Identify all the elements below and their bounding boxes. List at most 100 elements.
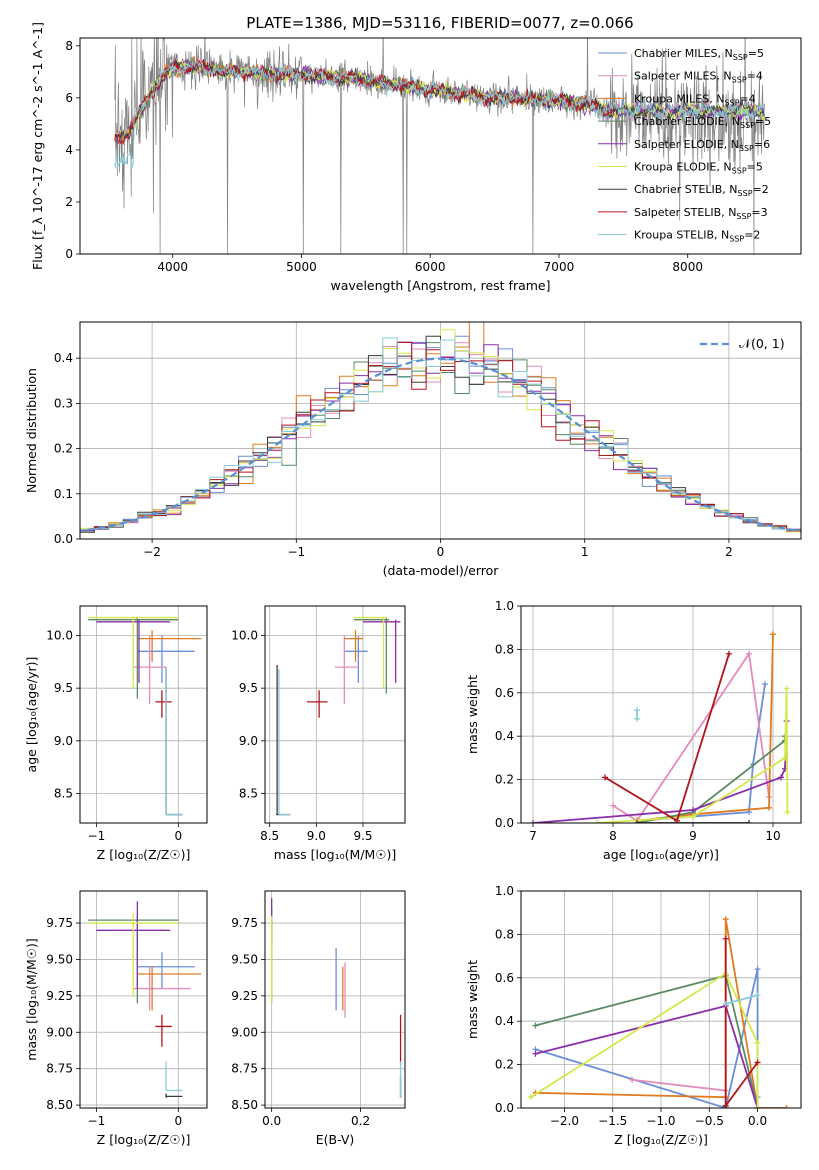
- axes-frame: [264, 605, 406, 824]
- massweight-point: [778, 774, 784, 781]
- tick-label-y: 8.75: [231, 1062, 258, 1076]
- massweight-point: [726, 650, 732, 657]
- tick-label-x: 5000: [286, 260, 317, 274]
- massweight-line-5: [530, 972, 759, 1108]
- massweight-point: [782, 754, 788, 761]
- tick-label-y: 0.6: [495, 686, 514, 700]
- massweight-point: [746, 650, 752, 657]
- legend-entry: Chabrier MILES, NSSP=5: [634, 47, 764, 62]
- massweight-line-8: [725, 994, 758, 1005]
- x-axis-label: (data-model)/error: [383, 563, 500, 578]
- tick-label-x: −1: [88, 829, 106, 843]
- x-axis-label: Z [log₁₀(Z/Z☉)]: [97, 847, 191, 862]
- legend-entry: Kroupa ELODIE, NSSP=5: [634, 161, 763, 176]
- massweight-line-5: [596, 688, 789, 823]
- tick-label-y: 0.4: [495, 729, 514, 743]
- tick-label-y: 1.0: [495, 599, 514, 613]
- axes-frame: [264, 890, 406, 1109]
- massweight-line-2: [636, 634, 774, 822]
- plot-area: [80, 322, 801, 534]
- tick-label-y: 0.4: [495, 1014, 514, 1028]
- plot-area: [276, 616, 401, 816]
- tick-label-x: 7000: [544, 260, 575, 274]
- tick-label-x: 2: [725, 545, 733, 559]
- tick-label-y: 2: [65, 195, 73, 209]
- tick-label-y: 10.0: [231, 628, 258, 642]
- massweight-point: [766, 804, 772, 811]
- tick-label-y: 0.8: [495, 927, 514, 941]
- massweight-point: [784, 809, 791, 816]
- tick-label-y: 9.00: [231, 1025, 258, 1039]
- massweight-point: [722, 935, 729, 942]
- tick-label-x: 9.0: [307, 829, 326, 843]
- tick-label-x: 8: [609, 829, 617, 843]
- x-axis-label: mass [log₁₀(M/M☉)]: [274, 847, 396, 862]
- y-axis-label: mass weight: [465, 675, 480, 754]
- massweight-point: [754, 1105, 761, 1108]
- y-axis-label: Flux [f_λ 10^-17 erg cm^-2 s^-1 A^-1]: [30, 22, 45, 270]
- legend-entry: Chabrier ELODIE, NSSP=5: [634, 115, 771, 130]
- spectrum-panel: 4000 5000 6000 7000 8000 0 2 4 6 8 wavelength [Ang…: [30, 22, 802, 293]
- tick-label-y: 9.25: [46, 989, 73, 1003]
- tick-label-y: 1.0: [495, 884, 514, 898]
- tick-label-y: 0.2: [54, 442, 73, 456]
- massweight-point: [783, 1105, 790, 1108]
- tick-label-y: 0: [65, 247, 73, 261]
- x-axis-label: age [log₁₀(age/yr)]: [603, 847, 719, 862]
- massweight-point: [754, 966, 761, 973]
- tick-label-y: 8.75: [46, 1062, 73, 1076]
- plot-area: [114, 38, 766, 254]
- age-vs-mass-panel: 8.5 9.0 9.5 8.5 9.0 9.5 10.0 mass [log₁₀(M/M☉)]: [231, 605, 406, 862]
- plot-area: [271, 898, 402, 1098]
- axes-frame: [79, 321, 802, 540]
- massweight-point: [610, 802, 616, 809]
- tick-label-y: 10.0: [46, 628, 73, 642]
- tick-label-x: −1.5: [598, 1114, 627, 1128]
- massweight-point: [527, 1094, 534, 1101]
- tick-label-x: 10: [765, 829, 780, 843]
- massweight-point: [530, 820, 536, 823]
- tick-label-y: 0.1: [54, 487, 73, 501]
- tick-label-x: 8.5: [260, 829, 279, 843]
- massweight-point: [602, 774, 608, 781]
- axes-frame: [520, 605, 802, 824]
- tick-label-y: 9.25: [231, 989, 258, 1003]
- tick-label-y: 9.50: [231, 952, 258, 966]
- y-axis-label: mass [log₁₀(M/M☉)]: [24, 938, 39, 1060]
- legend-entry: Salpeter ELODIE, NSSP=6: [634, 138, 770, 153]
- tick-label-y: 6: [65, 91, 73, 105]
- massweight-point: [722, 916, 729, 923]
- tick-label-y: 9.00: [46, 1025, 73, 1039]
- tick-label-x: −1.0: [646, 1114, 675, 1128]
- massweight-point: [629, 1076, 636, 1083]
- massweight-line-0: [535, 968, 759, 1108]
- tick-label-y: 8.5: [54, 787, 73, 801]
- legend-entry: Kroupa STELIB, NSSP=2: [634, 229, 760, 244]
- axes-frame: [79, 605, 208, 824]
- tick-label-x: −2: [143, 545, 161, 559]
- mass-vs-metallicity-panel: −1 0 8.50 8.75 9.00 9.25 9.50 9.75 Z [log₁₀(Z/Z☉…: [24, 890, 208, 1147]
- massweight-line-1: [612, 651, 770, 823]
- tick-label-x: 9.5: [353, 829, 372, 843]
- legend-entry: Salpeter STELIB, NSSP=3: [634, 206, 768, 221]
- massweight-point: [634, 707, 640, 714]
- tick-label-x: 0: [175, 1114, 183, 1128]
- tick-label-y: 0.2: [495, 773, 514, 787]
- tick-label-y: 9.0: [54, 734, 73, 748]
- y-axis-label: Normed distribution: [24, 368, 39, 493]
- massweight-point: [762, 681, 768, 688]
- figure-title: PLATE=1386, MJD=53116, FIBERID=0077, z=0…: [246, 14, 633, 32]
- tick-label-y: 9.50: [46, 952, 73, 966]
- tick-label-x: −1: [287, 545, 305, 559]
- tick-label-x: 6000: [415, 260, 446, 274]
- tick-label-x: 8000: [672, 260, 703, 274]
- residuals-panel: −2 −1 0 1 2 0.0 0.1 0.2 0.3 0.4 (data-model)/error…: [24, 321, 802, 578]
- tick-label-y: 8.50: [231, 1098, 258, 1112]
- tick-label-y: 0.4: [54, 351, 73, 365]
- plot-area: [527, 916, 790, 1108]
- axes-frame: [520, 890, 802, 1109]
- massweight-line-3: [535, 974, 759, 1108]
- plot-area: [530, 631, 791, 823]
- massweight-vs-age-panel: 7 8 9 10 0.0 0.2 0.4 0.6 0.8 1.0 age [log₁₀(age/yr…: [465, 599, 802, 862]
